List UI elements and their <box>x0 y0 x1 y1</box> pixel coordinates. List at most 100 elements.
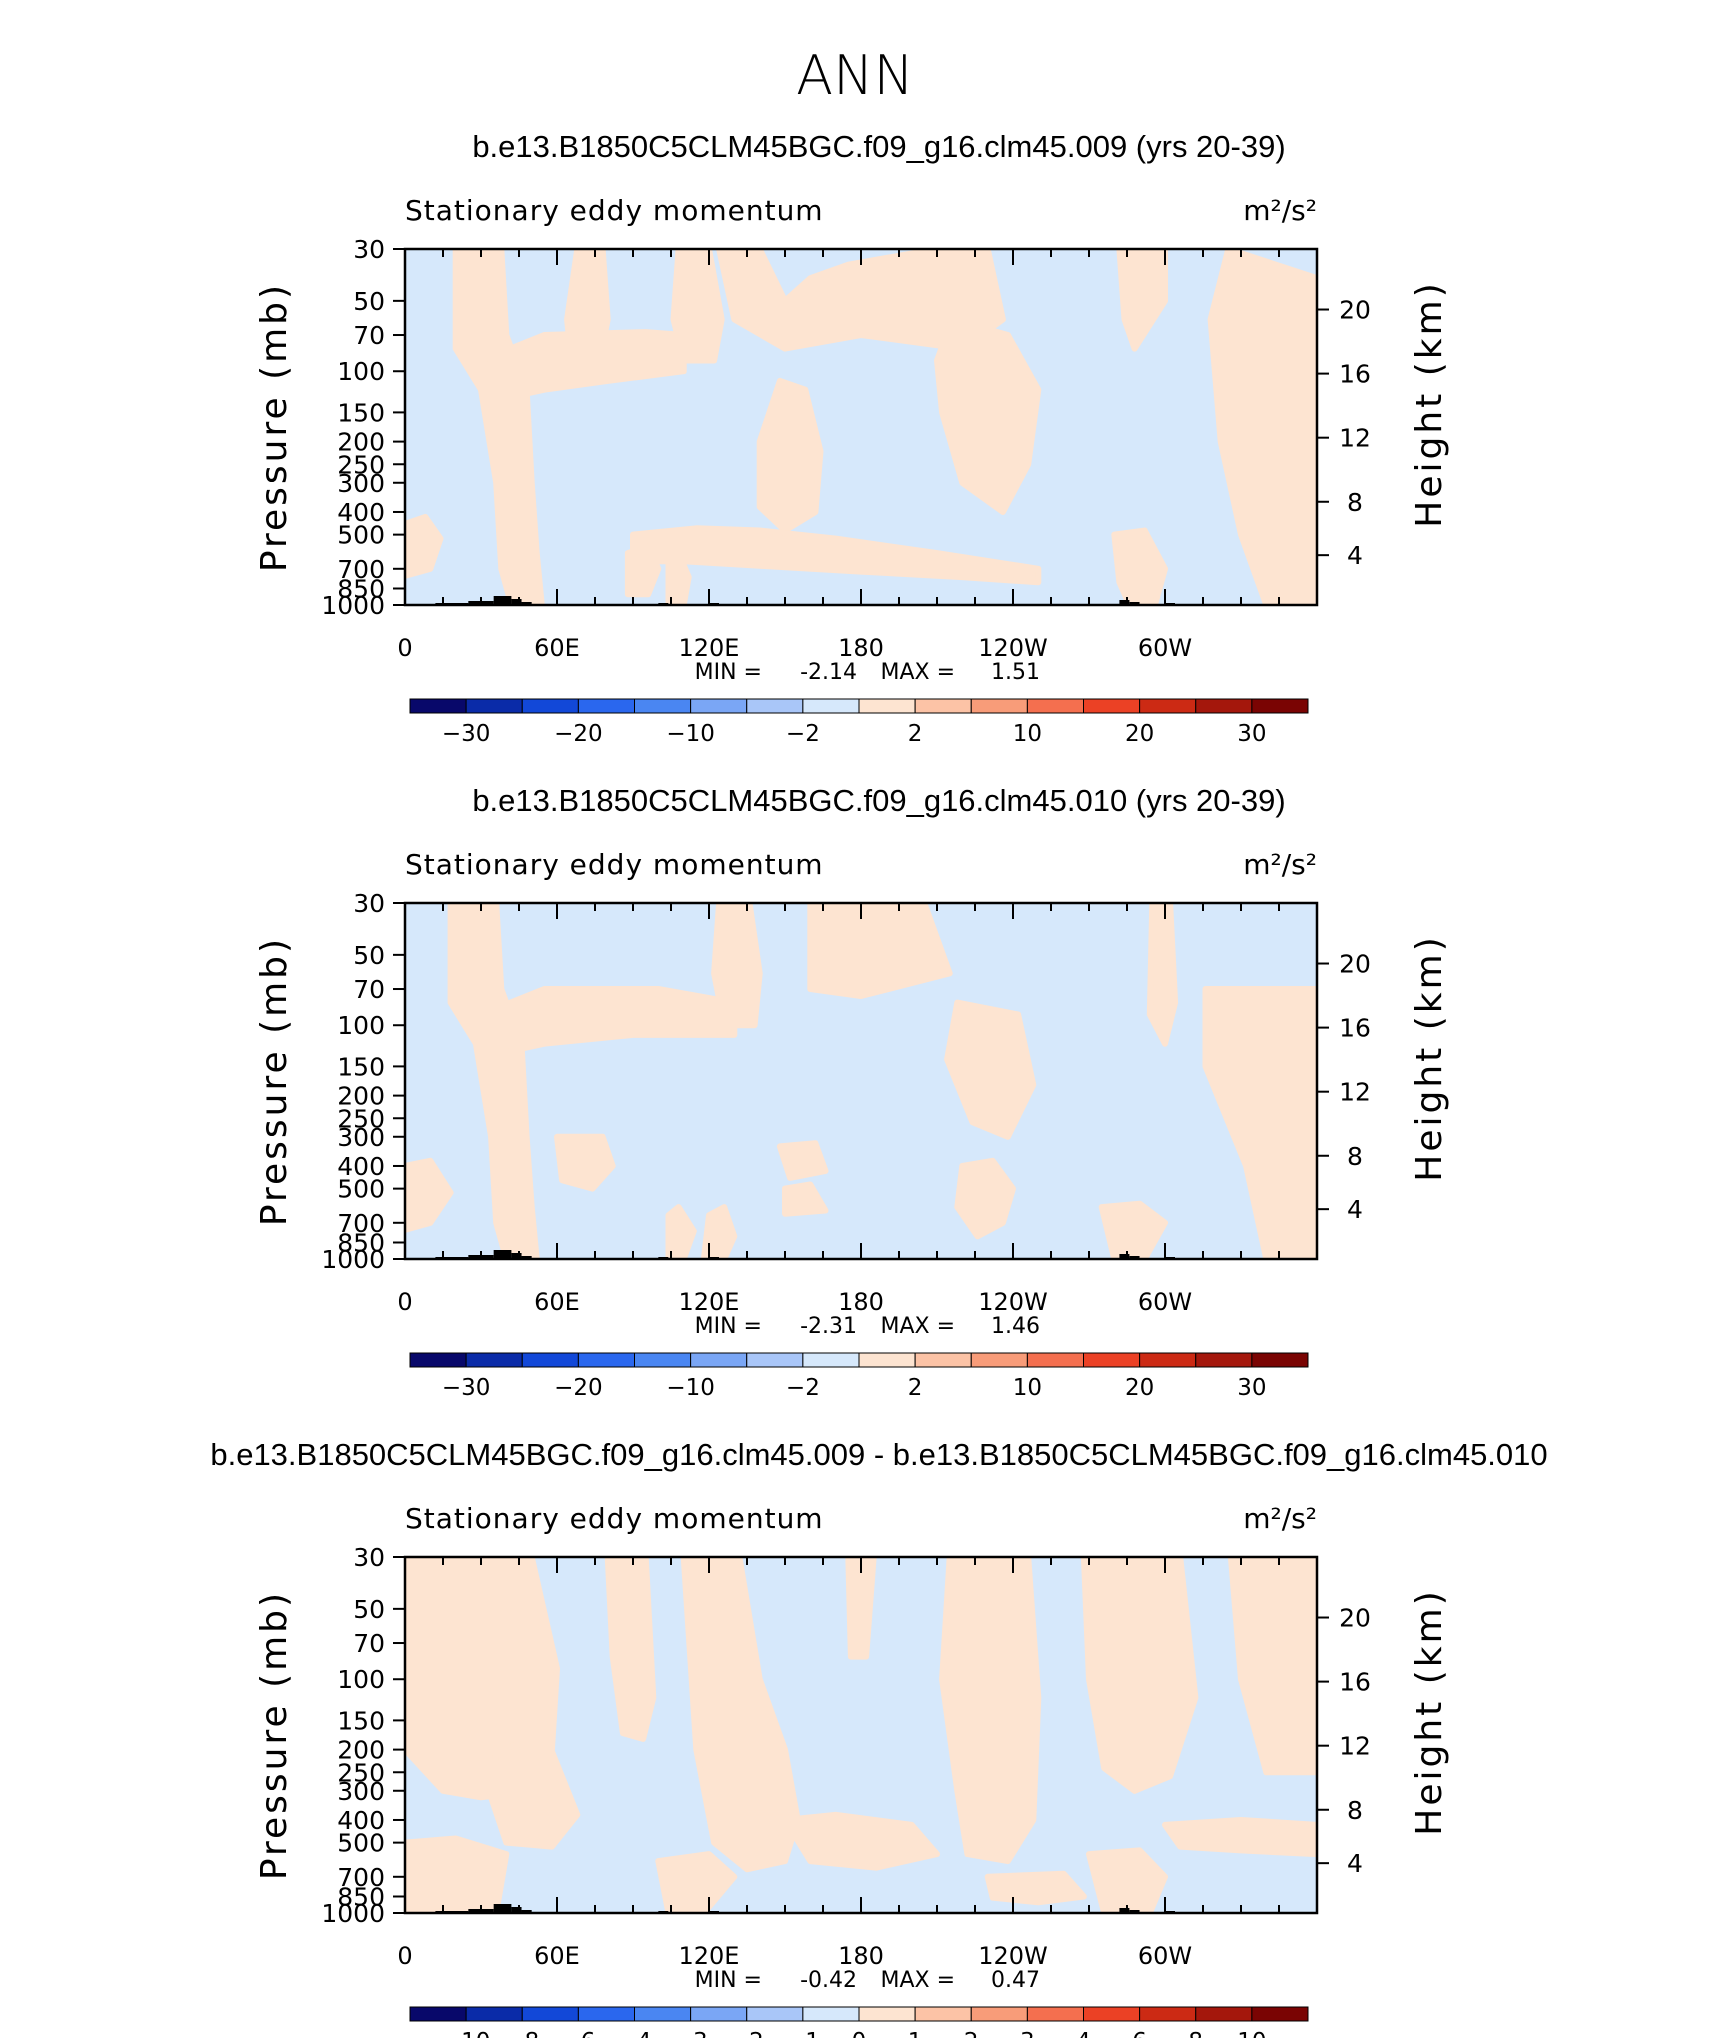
topography <box>1129 1910 1140 1913</box>
y-tick-label: 200 <box>337 1736 385 1765</box>
field-positive-region <box>934 316 1042 515</box>
y-tick-label: 30 <box>353 235 385 264</box>
x-tick-label: 120E <box>679 1942 740 1970</box>
colorbar-bin <box>1195 2006 1253 2022</box>
colorbar-bin <box>1026 2006 1084 2022</box>
colorbar-label: 20 <box>1125 1375 1154 1401</box>
field-positive-region <box>1202 986 1317 1259</box>
colorbar-bin <box>746 1352 804 1368</box>
colorbar-bin <box>634 1352 692 1368</box>
colorbar-bin <box>1139 2006 1197 2022</box>
colorbar-bin <box>634 2006 692 2022</box>
y-tick-label: 300 <box>337 1777 385 1806</box>
field-positive-region <box>1162 1817 1317 1858</box>
height-tick-label: 20 <box>1339 950 1371 979</box>
min-label: MIN = <box>695 660 762 685</box>
colorbar-label: 2 <box>908 1375 923 1401</box>
x-tick-label: 60E <box>534 634 580 662</box>
colorbar-label: −1 <box>786 2029 820 2038</box>
field-positive-region <box>1098 1200 1168 1259</box>
colorbar-bin <box>521 1352 579 1368</box>
min-value: -2.31 <box>800 1314 857 1339</box>
panel-subtitle: Stationary eddy momentum <box>405 1502 824 1535</box>
y-tick-label: 500 <box>337 1175 385 1204</box>
y-tick-label: 300 <box>337 1123 385 1152</box>
colorbar-bin <box>577 1352 635 1368</box>
colorbar-bin <box>409 698 467 714</box>
field-positive-region <box>665 1204 697 1259</box>
colorbar-label: −2 <box>730 2029 764 2038</box>
topography <box>511 1253 522 1259</box>
topography <box>1119 600 1130 605</box>
y-tick-label: 50 <box>353 941 385 970</box>
field-positive-region <box>1227 1557 1317 1776</box>
colorbar-label: 10 <box>1013 721 1042 747</box>
panel-subtitle: Stationary eddy momentum <box>405 848 824 881</box>
chart-panel-1: b.e13.B1850C5CLM45BGC.f09_g16.clm45.009 … <box>254 129 1450 747</box>
colorbar-label: 20 <box>1125 721 1154 747</box>
colorbar-bin <box>465 2006 523 2022</box>
topography <box>493 1250 512 1259</box>
x-tick-label: 120E <box>679 1288 740 1316</box>
height-tick-label: 4 <box>1347 541 1363 570</box>
colorbar: −30 −20 −10 −2 2 10 20 30 <box>409 1352 1309 1401</box>
colorbar-bin <box>1251 1352 1309 1368</box>
colorbar-bin <box>858 1352 916 1368</box>
y-tick-label: 850 <box>337 1883 385 1912</box>
topography <box>493 596 512 605</box>
field-positive-region <box>756 377 824 534</box>
height-tick-label: 4 <box>1347 1195 1363 1224</box>
colorbar-bin <box>690 2006 748 2022</box>
topography <box>493 1904 512 1913</box>
x-tick-label: 120E <box>679 634 740 662</box>
field-positive-region <box>1116 249 1168 352</box>
panel-subtitle: Stationary eddy momentum <box>405 194 824 227</box>
y-tick-label: 700 <box>337 1209 385 1238</box>
y-tick-label: 400 <box>337 498 385 527</box>
colorbar-label: −30 <box>442 1375 491 1401</box>
y-axis-right-label: Height (km) <box>1409 934 1450 1181</box>
colorbar-label: 1 <box>908 2029 923 2038</box>
colorbar-bin <box>577 698 635 714</box>
x-tick-label: 60E <box>534 1942 580 1970</box>
y-tick-label: 100 <box>337 357 385 386</box>
colorbar-bin <box>1083 698 1141 714</box>
colorbar-bin <box>409 2006 467 2022</box>
y-tick-label: 850 <box>337 1229 385 1258</box>
colorbar-label: 10 <box>1237 2029 1266 2038</box>
colorbar-label: 8 <box>1188 2029 1203 2038</box>
y-tick-label: 250 <box>337 1758 385 1787</box>
height-tick-label: 12 <box>1339 1732 1371 1761</box>
topography <box>1119 1908 1130 1913</box>
y-tick-label: 400 <box>337 1152 385 1181</box>
field-positive-region <box>1146 903 1179 1047</box>
y-tick-label: 200 <box>337 1082 385 1111</box>
units-label: m²/s² <box>1243 848 1317 881</box>
field-positive-region <box>845 1557 877 1660</box>
contour-field <box>405 1557 1317 1913</box>
topography <box>521 1256 532 1259</box>
field-positive-region <box>665 550 692 605</box>
colorbar-bin <box>690 698 748 714</box>
y-tick-label: 850 <box>337 575 385 604</box>
colorbar-bin <box>802 1352 860 1368</box>
height-tick-label: 8 <box>1347 1142 1363 1171</box>
height-tick-label: 4 <box>1347 1849 1363 1878</box>
colorbar-label: −20 <box>554 721 603 747</box>
height-tick-label: 12 <box>1339 424 1371 453</box>
colorbar-label: −4 <box>618 2029 652 2038</box>
field-positive-region <box>405 513 444 579</box>
y-tick-label: 1000 <box>321 1899 385 1928</box>
colorbar-label: −8 <box>505 2029 539 2038</box>
chart-panel-2: b.e13.B1850C5CLM45BGC.f09_g16.clm45.010 … <box>254 783 1450 1401</box>
height-tick-label: 20 <box>1339 296 1371 325</box>
colorbar-bin <box>465 698 523 714</box>
y-tick-label: 30 <box>353 889 385 918</box>
field-positive-region <box>452 249 545 605</box>
y-tick-label: 300 <box>337 469 385 498</box>
colorbar-bin <box>1251 698 1309 714</box>
topography <box>521 602 532 605</box>
field-positive-region <box>711 903 763 1029</box>
